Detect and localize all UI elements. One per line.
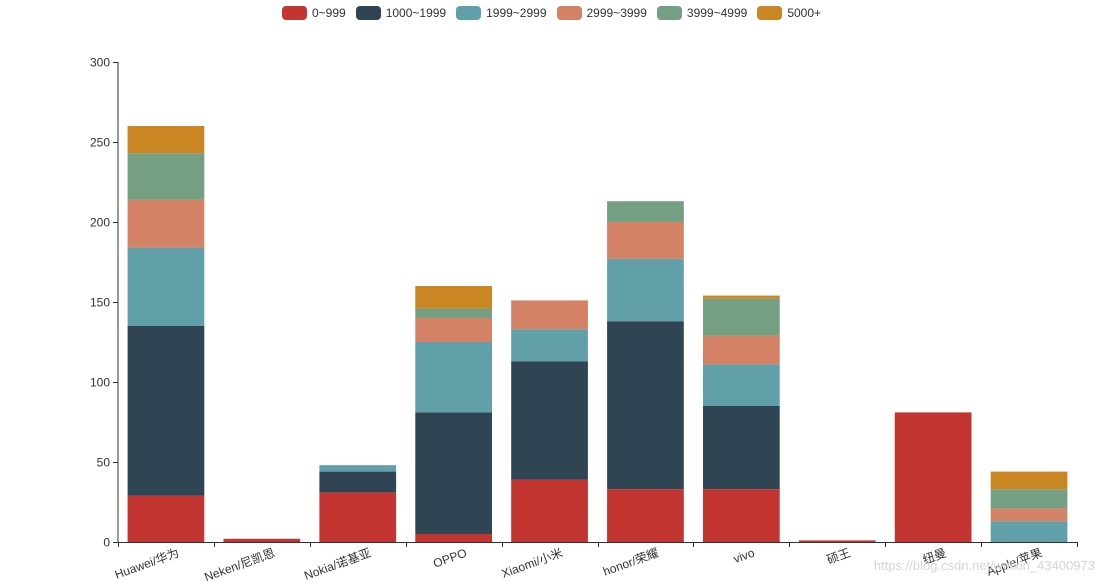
bar-segment[interactable] [511, 361, 588, 480]
bar-segment[interactable] [607, 201, 684, 222]
x-tick-label: Huawei/华为 [113, 546, 181, 582]
legend-swatch [656, 6, 682, 20]
bar-segment[interactable] [702, 335, 780, 365]
bar-segment[interactable] [127, 247, 205, 326]
bar-segment[interactable] [990, 489, 1068, 509]
bar-segment[interactable] [511, 479, 588, 542]
x-tick-label: Neken/尼凯恩 [203, 546, 277, 583]
bar-segment[interactable] [607, 489, 684, 542]
legend-swatch [281, 6, 307, 20]
legend-item[interactable]: 0~999 [281, 4, 346, 22]
bar-segment[interactable] [415, 342, 493, 413]
bar-segment[interactable] [223, 538, 301, 542]
bar-segment[interactable] [415, 308, 493, 318]
bar-segment[interactable] [511, 329, 588, 362]
legend-label: 3999~4999 [686, 6, 748, 20]
legend-swatch [757, 6, 783, 20]
bar-segment[interactable] [798, 540, 876, 542]
legend-label: 1999~2999 [486, 6, 547, 20]
legend-swatch [556, 6, 582, 20]
bar-segment[interactable] [319, 492, 397, 542]
bar-segment[interactable] [702, 489, 780, 542]
y-tick-label: 50 [97, 456, 111, 470]
x-tick-label: OPPO [431, 546, 468, 571]
bar-segment[interactable] [415, 534, 493, 542]
y-tick-label: 100 [90, 376, 110, 390]
bar-segment[interactable] [607, 321, 684, 490]
bar-segment[interactable] [607, 222, 684, 259]
bar-segment[interactable] [607, 258, 684, 322]
bar-segment[interactable] [415, 412, 493, 534]
legend-swatch [355, 6, 381, 20]
legend-item[interactable]: 1000~1999 [355, 4, 447, 22]
bar-segment[interactable] [894, 412, 972, 542]
x-tick-label: honor/荣耀 [601, 546, 660, 579]
bar-segment[interactable] [127, 199, 205, 248]
bar-segment[interactable] [127, 126, 205, 154]
y-tick-label: 250 [90, 136, 110, 150]
bar-segment[interactable] [702, 406, 780, 490]
bar-segment[interactable] [990, 471, 1068, 490]
x-tick-label: Xiaomi/小米 [500, 546, 565, 581]
legend-item[interactable]: 5000+ [757, 4, 821, 22]
legend-label: 5000+ [787, 6, 822, 20]
y-tick-label: 0 [103, 536, 110, 550]
bar-segment[interactable] [702, 298, 780, 336]
x-tick-label: Nokia/诺基亚 [302, 546, 373, 583]
bar-segment[interactable] [319, 465, 397, 472]
x-tick-label: vivo [732, 546, 757, 567]
y-tick-label: 200 [90, 216, 110, 230]
chart-legend: 0~999 1000~1999 1999~2999 2999~3999 3999~499… [0, 4, 1103, 22]
legend-swatch [456, 6, 482, 20]
bar-segment[interactable] [511, 300, 588, 330]
legend-label: 2999~3999 [586, 6, 647, 20]
x-tick-label: 硕王 [825, 546, 852, 567]
legend-label: 1000~1999 [385, 6, 447, 20]
watermark-text: https://blog.csdn.net/weixin_43400973 [874, 558, 1095, 573]
legend-item[interactable]: 1999~2999 [456, 4, 547, 22]
y-tick-label: 150 [90, 296, 110, 310]
bar-segment[interactable] [127, 326, 205, 496]
bar-segment[interactable] [702, 295, 780, 299]
bar-segment[interactable] [415, 286, 493, 309]
bar-segment[interactable] [990, 521, 1068, 542]
bar-segment[interactable] [702, 364, 780, 406]
bar-segment[interactable] [127, 153, 205, 200]
bar-segment[interactable] [415, 318, 493, 342]
bar-segment[interactable] [127, 495, 205, 542]
bar-segment[interactable] [990, 508, 1068, 522]
y-tick-label: 300 [90, 56, 110, 70]
legend-item[interactable]: 2999~3999 [556, 4, 647, 22]
legend-item[interactable]: 3999~4999 [656, 4, 748, 22]
bar-segment[interactable] [319, 471, 397, 493]
legend-label: 0~999 [311, 6, 346, 20]
